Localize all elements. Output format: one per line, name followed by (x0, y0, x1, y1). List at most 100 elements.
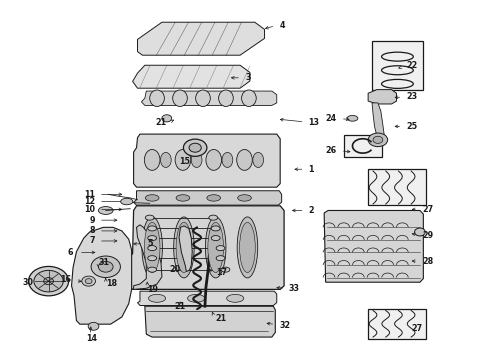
Ellipse shape (162, 115, 172, 122)
Ellipse shape (216, 246, 225, 251)
Ellipse shape (240, 222, 255, 273)
Text: 10: 10 (84, 205, 95, 214)
Text: 14: 14 (86, 334, 97, 343)
Ellipse shape (183, 139, 207, 156)
Text: 7: 7 (90, 237, 95, 246)
Text: 27: 27 (422, 205, 433, 214)
Ellipse shape (82, 276, 96, 286)
Ellipse shape (206, 149, 221, 170)
Polygon shape (372, 103, 384, 136)
Ellipse shape (209, 215, 218, 220)
Ellipse shape (172, 90, 187, 107)
Text: 32: 32 (279, 321, 291, 330)
Ellipse shape (28, 266, 69, 296)
Text: 12: 12 (84, 197, 95, 206)
Ellipse shape (148, 235, 157, 240)
Ellipse shape (148, 294, 166, 302)
Bar (368, 309, 426, 338)
Text: 23: 23 (406, 92, 417, 101)
Polygon shape (324, 211, 423, 282)
Ellipse shape (148, 256, 157, 261)
Polygon shape (129, 206, 284, 289)
Ellipse shape (373, 136, 383, 143)
Ellipse shape (160, 152, 171, 167)
Ellipse shape (121, 198, 133, 205)
Text: 1: 1 (309, 165, 314, 174)
Ellipse shape (175, 149, 191, 170)
Polygon shape (133, 65, 250, 88)
Ellipse shape (146, 215, 154, 220)
Ellipse shape (188, 294, 205, 302)
Text: 21: 21 (216, 314, 227, 323)
Ellipse shape (205, 217, 226, 278)
Ellipse shape (142, 217, 162, 278)
Text: 13: 13 (309, 118, 319, 127)
Bar (368, 169, 426, 205)
Ellipse shape (415, 228, 425, 236)
Polygon shape (72, 227, 132, 324)
Text: 21: 21 (174, 302, 185, 311)
Polygon shape (368, 90, 396, 104)
Ellipse shape (176, 195, 190, 201)
Text: 26: 26 (326, 146, 337, 155)
Ellipse shape (146, 195, 159, 201)
Ellipse shape (91, 256, 121, 278)
Ellipse shape (173, 217, 194, 278)
Text: 18: 18 (106, 279, 117, 288)
Text: 19: 19 (147, 285, 158, 294)
Polygon shape (134, 225, 162, 289)
Ellipse shape (148, 246, 157, 251)
Text: 2: 2 (309, 206, 314, 215)
Bar (372, 41, 423, 90)
Ellipse shape (237, 217, 258, 278)
Ellipse shape (191, 152, 202, 167)
Ellipse shape (176, 222, 192, 273)
Ellipse shape (221, 267, 230, 272)
Ellipse shape (207, 195, 220, 201)
Text: 33: 33 (289, 284, 300, 293)
Text: 29: 29 (422, 231, 433, 240)
Ellipse shape (238, 195, 251, 201)
Ellipse shape (211, 226, 220, 231)
Ellipse shape (85, 279, 92, 284)
Ellipse shape (227, 294, 244, 302)
Text: 31: 31 (98, 258, 109, 267)
Ellipse shape (222, 152, 233, 167)
Ellipse shape (216, 256, 225, 261)
Polygon shape (142, 91, 277, 105)
Text: 15: 15 (179, 157, 190, 166)
Text: 24: 24 (326, 114, 337, 123)
Ellipse shape (347, 116, 358, 121)
Ellipse shape (368, 133, 388, 147)
Polygon shape (138, 22, 265, 55)
Text: 30: 30 (23, 278, 34, 287)
Polygon shape (179, 226, 192, 271)
Ellipse shape (219, 90, 233, 107)
Ellipse shape (189, 143, 201, 152)
Ellipse shape (145, 149, 160, 170)
Ellipse shape (88, 322, 99, 330)
Ellipse shape (148, 226, 157, 231)
Text: 28: 28 (422, 257, 433, 266)
Polygon shape (145, 306, 275, 337)
Text: 21: 21 (156, 118, 167, 127)
Text: 27: 27 (411, 324, 422, 333)
Ellipse shape (150, 90, 164, 107)
Text: 16: 16 (61, 275, 72, 284)
Ellipse shape (208, 222, 223, 273)
Text: 8: 8 (89, 226, 95, 235)
Polygon shape (134, 134, 280, 187)
Text: 6: 6 (68, 248, 73, 257)
Text: 5: 5 (147, 239, 153, 248)
Ellipse shape (34, 270, 63, 292)
Text: 9: 9 (90, 216, 95, 225)
Polygon shape (134, 191, 282, 205)
Ellipse shape (148, 267, 157, 272)
Ellipse shape (211, 235, 220, 240)
Ellipse shape (237, 149, 252, 170)
Text: 3: 3 (245, 73, 250, 82)
Text: 4: 4 (279, 21, 285, 30)
Text: 17: 17 (216, 268, 227, 277)
Ellipse shape (242, 90, 256, 107)
Ellipse shape (98, 207, 113, 215)
